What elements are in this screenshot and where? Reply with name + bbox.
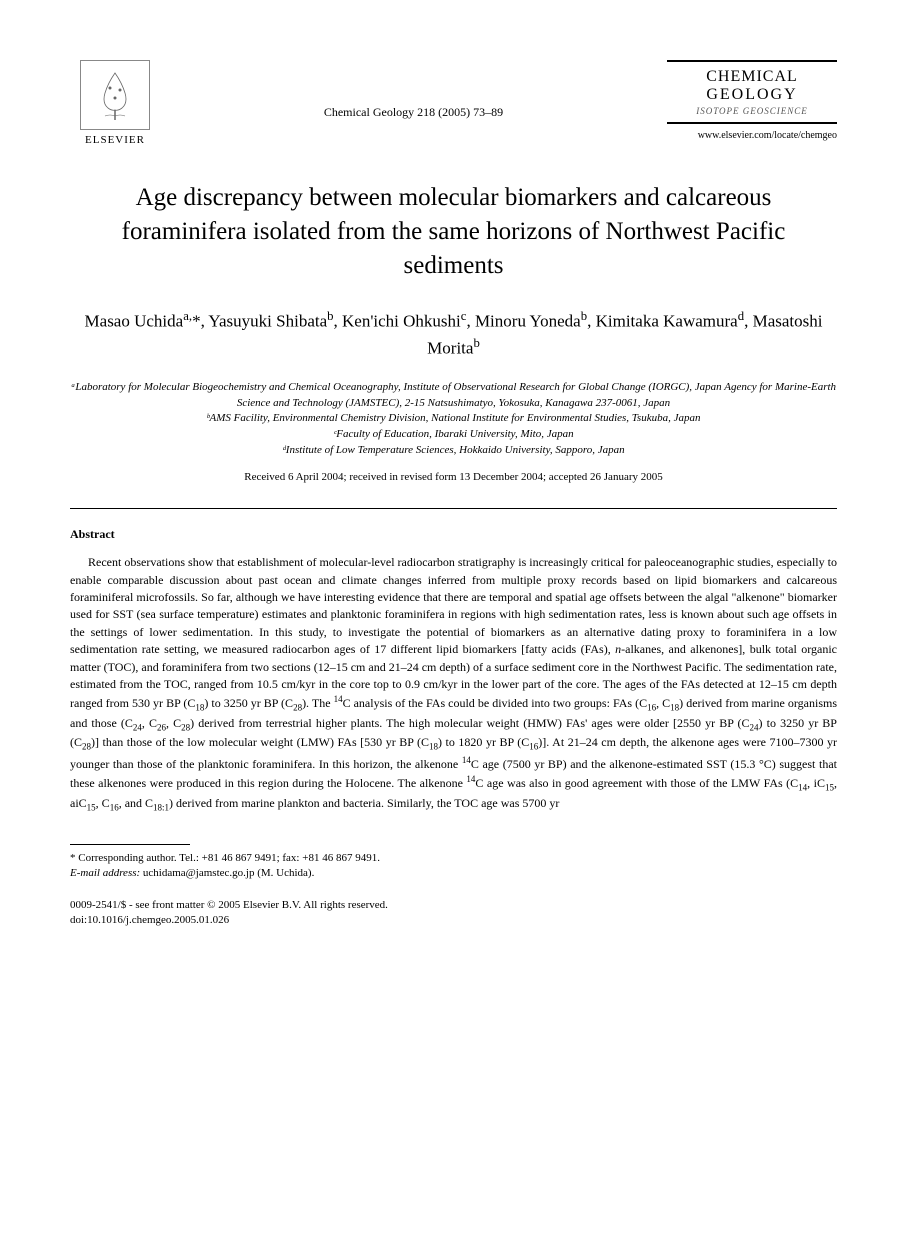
affiliations: ᵃLaboratory for Molecular Biogeochemistr… <box>70 380 837 460</box>
journal-brand-box: CHEMICAL GEOLOGY ISOTOPE GEOSCIENCE www.… <box>667 60 837 141</box>
article-title: Age discrepancy between molecular biomar… <box>90 181 817 282</box>
publisher-logo: ELSEVIER <box>70 60 160 146</box>
header-row: ELSEVIER Chemical Geology 218 (2005) 73–… <box>70 60 837 146</box>
elsevier-tree-icon <box>80 60 150 130</box>
email-label: E-mail address: <box>70 867 140 879</box>
journal-subtitle: ISOTOPE GEOSCIENCE <box>671 106 833 116</box>
abstract-heading: Abstract <box>70 527 837 542</box>
journal-reference: Chemical Geology 218 (2005) 73–89 <box>160 60 667 120</box>
doi-line: doi:10.1016/j.chemgeo.2005.01.026 <box>70 913 837 928</box>
email-address: uchidama@jamstec.go.jp (M. Uchida). <box>143 867 314 879</box>
journal-title-line1: CHEMICAL <box>671 68 833 86</box>
copyright-line: 0009-2541/$ - see front matter © 2005 El… <box>70 898 837 913</box>
publisher-name: ELSEVIER <box>85 134 145 146</box>
corresponding-line: * Corresponding author. Tel.: +81 46 867… <box>70 851 837 866</box>
article-dates: Received 6 April 2004; received in revis… <box>70 471 837 483</box>
journal-title-line2: GEOLOGY <box>671 86 833 104</box>
author-list: Masao Uchidaa,*, Yasuyuki Shibatab, Ken'… <box>70 307 837 361</box>
abstract-text: Recent observations show that establishm… <box>70 554 837 814</box>
email-line: E-mail address: uchidama@jamstec.go.jp (… <box>70 866 837 881</box>
footer: 0009-2541/$ - see front matter © 2005 El… <box>70 898 837 928</box>
footnote-rule <box>70 844 190 845</box>
divider-rule <box>70 508 837 509</box>
journal-title-frame: CHEMICAL GEOLOGY ISOTOPE GEOSCIENCE <box>667 60 837 124</box>
corresponding-author-footnote: * Corresponding author. Tel.: +81 46 867… <box>70 851 837 882</box>
journal-url: www.elsevier.com/locate/chemgeo <box>667 130 837 141</box>
